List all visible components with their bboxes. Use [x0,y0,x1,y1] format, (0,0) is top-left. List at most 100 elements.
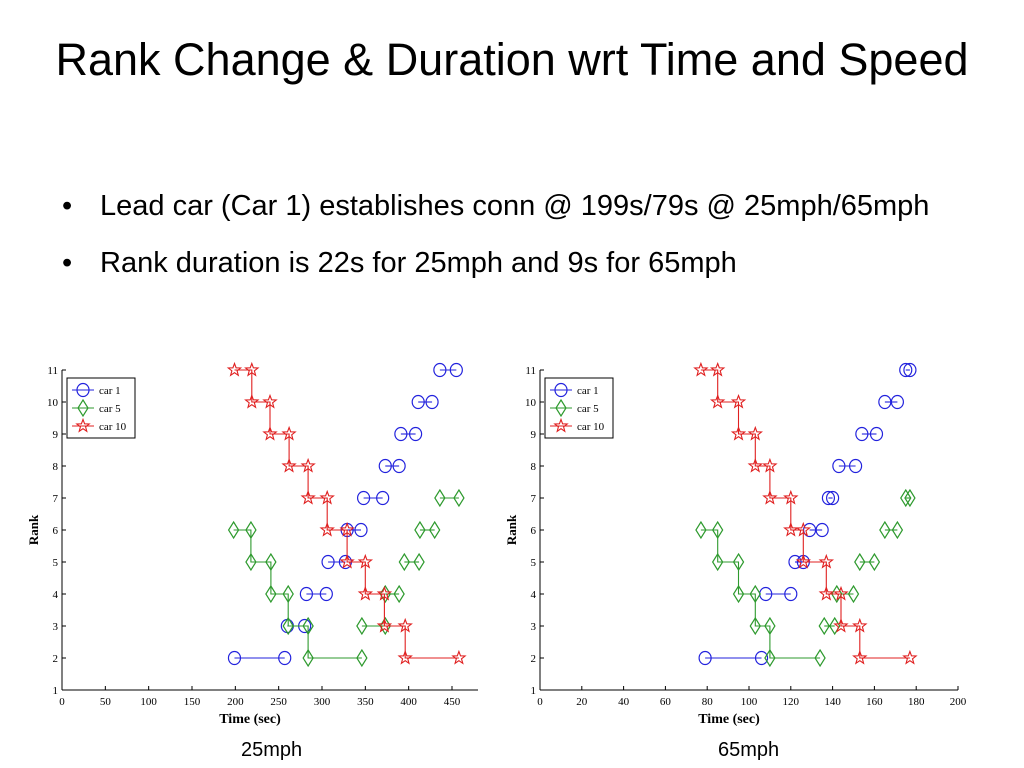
data-point-star [747,425,764,441]
bullet-item: • Rank duration is 22s for 25mph and 9s f… [60,245,960,282]
legend: car 1 car 5 car 10 [544,377,614,439]
data-point-star [244,361,260,377]
series-line [700,529,821,659]
x-tick-label: 180 [908,696,925,708]
x-tick-label: 50 [100,696,112,708]
y-tick-label: 9 [53,429,59,441]
data-point-star [709,393,726,409]
data-point-star [357,553,374,569]
data-point-diamond [302,648,314,668]
legend-label: car 10 [577,421,605,433]
data-point-diamond [414,520,426,540]
y-axis-label: Rank [26,514,41,545]
y-tick-label: 7 [53,493,59,505]
series-diamond [227,488,465,668]
x-tick-label: 300 [314,696,331,708]
data-point-star [730,425,747,441]
data-point-diamond [764,616,776,636]
y-tick-label: 3 [53,621,59,633]
data-point-circle [449,362,463,378]
bullet-dot-icon: • [62,190,73,222]
data-point-circle [425,394,439,410]
x-tick-label: 200 [227,696,244,708]
data-point-diamond [711,520,724,540]
data-point-circle [698,650,712,666]
legend-marker-star [75,417,91,433]
data-point-diamond [453,488,465,508]
data-point-star [833,585,849,601]
legend-marker-diamond [555,398,567,418]
data-point-diamond [282,616,294,636]
data-point-star [300,489,316,505]
bullet-item: • Lead car (Car 1) establishes conn @ 199… [60,188,960,225]
y-tick-label: 7 [531,493,537,505]
series-star [693,361,918,665]
legend-label: car 1 [577,385,599,397]
y-tick-label: 11 [47,365,58,377]
data-point-star [397,649,413,665]
data-point-circle [227,650,242,666]
data-point-diamond [732,552,745,572]
x-tick-label: 250 [270,696,287,708]
data-point-diamond [265,584,277,604]
data-point-circle [903,362,917,378]
data-point-star [339,521,355,537]
x-axis-label: Time (sec) [219,712,281,727]
data-point-diamond [393,584,405,604]
data-point-diamond [356,648,368,668]
y-tick-label: 10 [47,397,59,409]
series-circle [227,362,463,666]
data-point-star [833,617,849,633]
x-tick-label: 140 [824,696,841,708]
data-point-circle [821,490,836,506]
data-point-circle [392,458,406,474]
legend-marker-circle [554,382,568,398]
slide-title: Rank Change & Duration wrt Time and Spee… [55,34,969,85]
data-point-circle [832,458,846,474]
data-point-diamond [282,584,294,604]
series-circle [698,362,917,666]
legend-label: car 10 [99,421,127,433]
data-point-circle [784,586,798,602]
data-point-star [397,617,413,633]
y-tick-label: 1 [531,685,537,697]
legend-marker-circle [76,382,90,398]
data-point-circle [357,490,371,506]
data-point-circle [321,554,335,570]
x-axis-label: Time (sec) [698,712,760,727]
data-point-circle [411,394,425,410]
data-point-star [795,553,812,569]
data-point-star [693,361,709,377]
data-point-circle [754,650,769,666]
x-tick-label: 100 [140,696,157,708]
legend-label: car 5 [99,403,121,415]
chart-caption-25mph: 25mph [241,739,303,761]
data-point-star [244,393,260,409]
y-tick-label: 10 [525,397,537,409]
x-tick-label: 450 [444,696,461,708]
bullet-text: Rank duration is 22s for 25mph and 9s fo… [100,247,737,279]
data-point-diamond [434,488,446,508]
y-tick-label: 2 [531,653,537,665]
data-point-star [319,521,335,537]
chart-25mph: 0 50 100 150 200 250 300 350 400 450 1 2 3 4 5 6 7 8 9 10 11… [26,361,478,727]
y-tick-label: 6 [53,525,59,537]
axes: 0 20 40 60 80 100 120 140 160 180 200 1 2 3 4 5 6 7 8 9 10 11 [525,365,967,708]
x-tick-label: 0 [59,696,65,708]
data-point-circle [394,426,408,442]
x-tick-label: 40 [618,696,630,708]
data-point-diamond [711,552,724,572]
data-point-circle [890,394,904,410]
bullet-dot-icon: • [62,247,73,279]
x-tick-label: 60 [660,696,672,708]
legend: car 1 car 5 car 10 [66,377,136,439]
data-point-diamond [764,648,776,668]
data-point-star [281,425,297,441]
legend-marker-star [553,417,569,433]
x-tick-label: 20 [576,696,588,708]
y-tick-label: 5 [531,557,537,569]
y-tick-label: 9 [531,429,537,441]
data-point-circle [376,490,390,506]
data-point-star [376,585,393,601]
data-point-diamond [398,552,411,572]
